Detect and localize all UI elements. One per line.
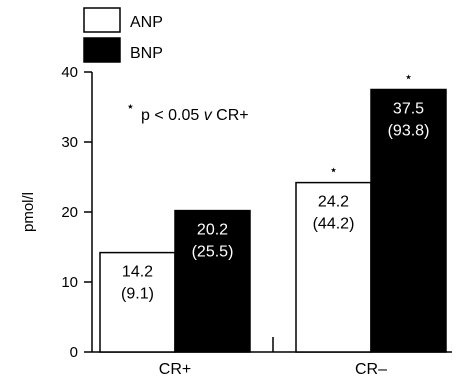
legend: ANP BNP <box>83 7 163 63</box>
y-ticks: 0 10 20 30 40 <box>61 64 92 361</box>
bar-value-label: 37.5 <box>393 101 424 118</box>
y-tick-label: 10 <box>61 274 78 291</box>
y-axis-title: pmol/l <box>20 192 37 232</box>
x-category-label: CR– <box>355 361 387 378</box>
y-tick-label: 40 <box>61 64 78 81</box>
y-tick-label: 20 <box>61 204 78 221</box>
bar-secondary-label: (44.2) <box>313 216 355 233</box>
significance-star: ⋆ <box>329 162 338 178</box>
bar-value-label: 24.2 <box>318 194 349 211</box>
bar-anp-1 <box>295 181 372 353</box>
x-category-label: CR+ <box>159 361 191 378</box>
bar-bnp-1 <box>370 88 447 353</box>
x-labels: CR+ CR– <box>159 361 387 378</box>
legend-label-anp: ANP <box>130 14 163 31</box>
bar-anp-0 <box>99 251 176 353</box>
note-star: ⋆ <box>126 98 135 114</box>
significance-note: ⋆ p < 0.05 v CR+ <box>126 98 249 124</box>
bar-bnp-0 <box>174 209 251 353</box>
bar-value-label: 20.2 <box>197 222 228 239</box>
y-tick-label: 30 <box>61 134 78 151</box>
bar-secondary-label: (9.1) <box>121 286 154 303</box>
bar-secondary-label: (25.5) <box>192 244 234 261</box>
bar-secondary-label: (93.8) <box>388 123 430 140</box>
bars: 14.2 (9.1) 20.2 (25.5) 24.2 (44.2) 37.5 (93.8) ⋆… <box>99 69 447 353</box>
legend-swatch-bnp <box>83 37 121 63</box>
legend-label-bnp: BNP <box>130 45 163 62</box>
significance-star: ⋆ <box>404 69 413 85</box>
bar-value-label: 14.2 <box>122 264 153 281</box>
y-tick-label: 0 <box>70 344 78 361</box>
note-text: p < 0.05 v CR+ <box>141 107 249 124</box>
legend-swatch-anp <box>83 7 121 33</box>
